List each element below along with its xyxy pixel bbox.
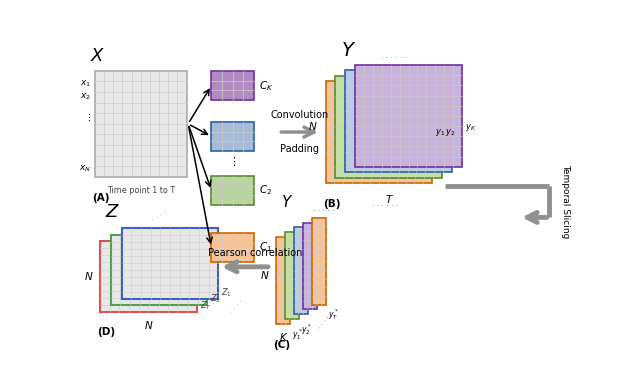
Text: $x_2$: $x_2$	[80, 92, 91, 102]
Text: $Z_T$: $Z_T$	[200, 299, 211, 312]
Text: $y_2^*$: $y_2^*$	[301, 322, 312, 337]
Bar	[111, 235, 207, 305]
Text: $Z_2$: $Z_2$	[211, 293, 221, 305]
Text: $x_N$: $x_N$	[79, 163, 91, 174]
Text: N: N	[84, 272, 92, 282]
Text: N: N	[145, 321, 152, 331]
Bar	[285, 232, 299, 319]
Text: (B): (B)	[323, 200, 340, 209]
Text: $C_K$: $C_K$	[259, 79, 273, 93]
Text: $\vdots$: $\vdots$	[228, 156, 237, 168]
Text: $x_1$: $x_1$	[80, 78, 91, 89]
Text: Padding: Padding	[280, 144, 319, 154]
Bar	[95, 71, 187, 177]
Bar	[294, 227, 308, 314]
Text: N: N	[309, 122, 317, 131]
Bar	[211, 122, 253, 151]
Bar	[355, 65, 462, 167]
Text: $Z_1$: $Z_1$	[221, 286, 232, 299]
Text: Temporal Slicing: Temporal Slicing	[561, 165, 570, 239]
Bar	[211, 176, 253, 205]
Text: $C_2$: $C_2$	[259, 184, 271, 197]
Bar	[100, 241, 196, 312]
Text: Convolution: Convolution	[270, 110, 328, 120]
Text: · · · ·: · · · ·	[228, 298, 246, 316]
Text: $y_1$: $y_1$	[435, 126, 445, 138]
Text: $y_2$: $y_2$	[445, 127, 456, 138]
Text: $Z$: $Z$	[105, 203, 120, 221]
Text: Pearson correlation: Pearson correlation	[207, 248, 302, 258]
Text: N: N	[260, 270, 269, 280]
Text: T: T	[385, 195, 392, 205]
Text: (C): (C)	[273, 340, 291, 350]
Bar	[346, 70, 452, 172]
Text: · · · ·: · · · ·	[317, 315, 332, 331]
Text: $C_1$: $C_1$	[259, 240, 272, 254]
Text: $Y$: $Y$	[341, 40, 356, 60]
Text: · · · · ·: · · · · ·	[313, 207, 334, 216]
Bar	[326, 81, 432, 183]
Text: $y_1^*$: $y_1^*$	[292, 327, 303, 342]
Bar	[303, 223, 317, 309]
Text: $y_T^*$: $y_T^*$	[328, 308, 339, 322]
Text: · · · · · ·: · · · · · ·	[372, 202, 398, 212]
Text: (A): (A)	[92, 193, 110, 203]
Bar	[312, 218, 326, 305]
Bar	[276, 237, 290, 324]
Bar	[335, 76, 442, 177]
Text: $\vdots$: $\vdots$	[84, 111, 91, 123]
Text: Time point 1 to T: Time point 1 to T	[107, 186, 175, 195]
Text: K: K	[280, 333, 286, 343]
Text: · · · ·: · · · ·	[151, 209, 170, 225]
Text: (D): (D)	[97, 327, 115, 337]
Bar	[211, 233, 253, 261]
Text: $y_K$: $y_K$	[465, 123, 476, 133]
Text: · · · · · ·: · · · · · ·	[381, 54, 407, 63]
Bar	[122, 228, 218, 299]
Bar	[211, 72, 253, 100]
Text: $X$: $X$	[90, 47, 106, 65]
Text: $Y$: $Y$	[281, 194, 293, 210]
